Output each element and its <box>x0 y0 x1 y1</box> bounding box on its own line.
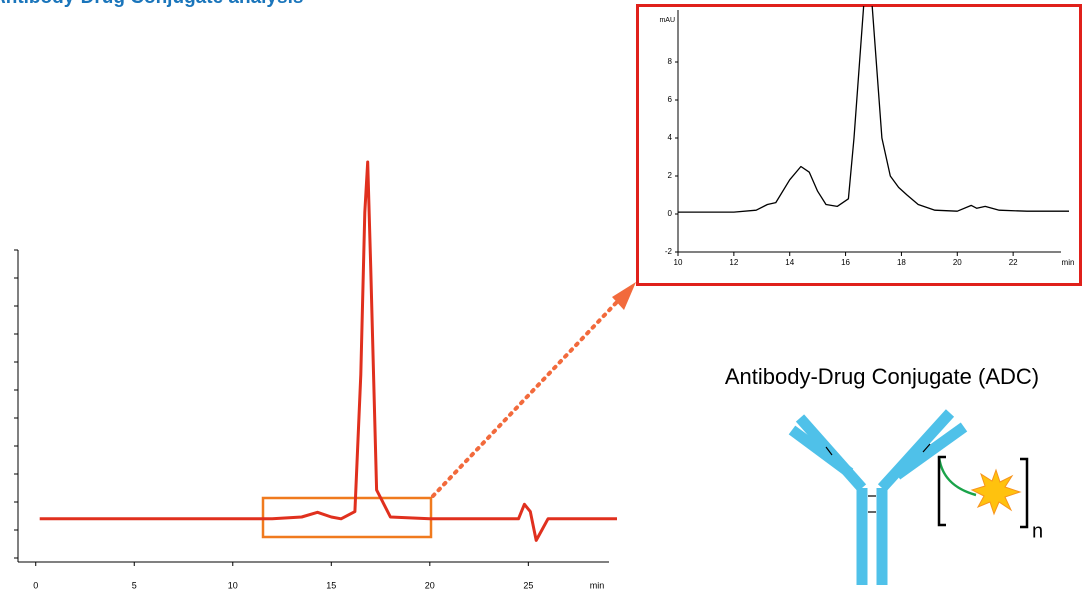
x-tick-label: 20 <box>953 258 962 267</box>
adc-label: Antibody-Drug Conjugate (ADC) <box>725 364 1039 389</box>
y-axis-label: mAU <box>659 17 675 24</box>
main-y-axis <box>14 249 19 562</box>
inset-frame <box>636 4 1082 286</box>
x-tick-label: 25 <box>523 580 533 590</box>
x-tick-label: 18 <box>897 258 906 267</box>
linker <box>937 456 977 497</box>
page-title: Antibody-Drug Conjugate analysis <box>0 0 303 8</box>
zoom-arrow <box>431 301 618 498</box>
drug <box>970 468 1022 516</box>
trace <box>39 160 617 542</box>
x-tick-label: 14 <box>785 258 794 267</box>
y-tick-label: 4 <box>668 133 673 142</box>
bonds <box>825 443 931 513</box>
x-tick-label: 22 <box>1009 258 1018 267</box>
y-tick-label: 6 <box>668 95 673 104</box>
arrow-head <box>612 282 636 310</box>
y-tick-label: 8 <box>668 57 673 66</box>
x-tick-label: 15 <box>326 580 336 590</box>
bracket-right <box>1020 457 1029 529</box>
repeat-count: n <box>1032 520 1043 542</box>
x-tick-label: 0 <box>33 580 38 590</box>
antibody <box>788 409 968 585</box>
x-tick-label: 20 <box>425 580 435 590</box>
trace <box>678 6 1069 213</box>
x-tick-label: 12 <box>729 258 738 267</box>
x-axis-label: min <box>1062 258 1075 267</box>
x-tick-label: 10 <box>228 580 238 590</box>
bracket-left <box>937 455 946 527</box>
y-tick-label: 2 <box>668 171 673 180</box>
y-tick-label: -2 <box>665 247 673 256</box>
x-tick-label: 16 <box>841 258 850 267</box>
y-tick-label: 0 <box>668 209 673 218</box>
x-tick-label: 10 <box>674 258 683 267</box>
x-axis-label: min <box>590 580 605 590</box>
x-tick-label: 5 <box>132 580 137 590</box>
